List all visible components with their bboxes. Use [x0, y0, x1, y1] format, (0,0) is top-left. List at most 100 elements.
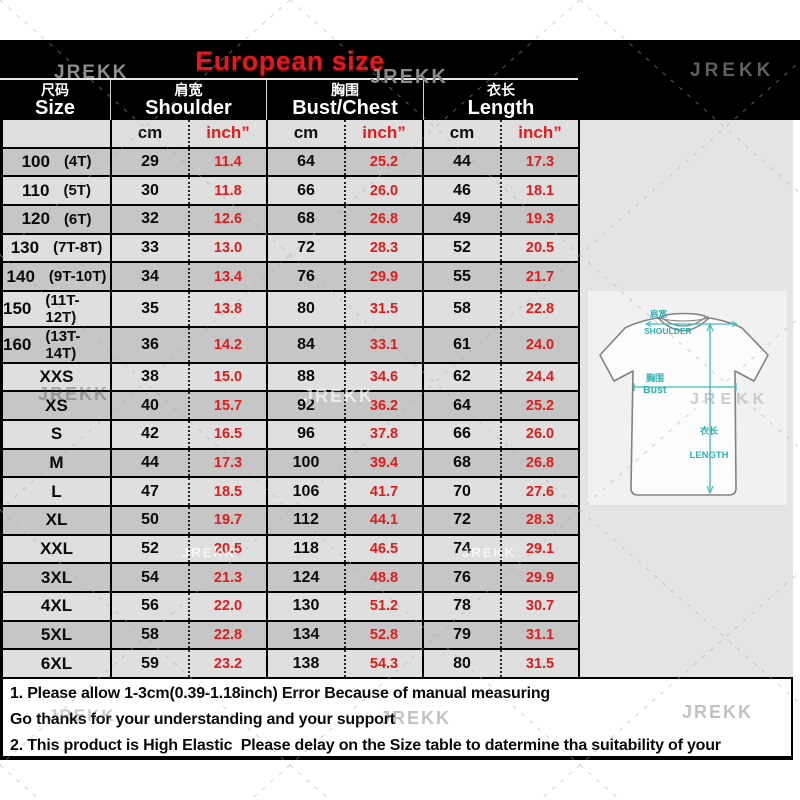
size-label-cell: XXS: [3, 364, 110, 391]
size-label-cell: 120 (6T): [3, 206, 110, 233]
shoulder-inch-value: 23.2: [188, 650, 266, 677]
size-label: XXL: [39, 539, 74, 558]
bust-cm-value: 84: [266, 327, 344, 362]
bust-inch-value: 36.2: [344, 392, 422, 420]
bust-cm-value: 76: [266, 263, 344, 290]
header-size-zh: 尺码: [41, 82, 69, 99]
bust-cm-value: 64: [266, 148, 344, 176]
shoulder-inch-value: 13.0: [188, 234, 266, 262]
bust-label-zh: 胸围: [646, 372, 664, 383]
size-age-label: (4T): [63, 153, 92, 171]
length-label-zh: 衣长: [700, 425, 719, 436]
bust-inch-value: 54.3: [344, 650, 422, 677]
size-label-cell: S: [3, 421, 110, 448]
size-label-cell: 110 (5T): [3, 177, 110, 204]
shoulder-inch-value: 14.2: [188, 327, 266, 362]
table-row: 4XL 56 22.0 130 51.2 78 30.7: [3, 590, 578, 620]
bust-cm-value: 88: [266, 363, 344, 391]
bust-inch-value: 41.7: [344, 478, 422, 506]
shoulder-cm-value: 47: [110, 478, 188, 506]
bust-cm-value: 100: [266, 449, 344, 477]
size-age-label: (5T): [63, 182, 91, 200]
shoulder-cm-value: 29: [110, 148, 188, 176]
shoulder-cm-value: 38: [110, 363, 188, 391]
table-row: XS 40 15.7 92 36.2 64 25.2: [3, 390, 578, 420]
size-label: 150: [3, 298, 32, 318]
bust-inch-value: 46.5: [344, 535, 422, 563]
bust-inch-value: 29.9: [344, 263, 422, 290]
bust-cm-value: 66: [266, 177, 344, 204]
length-cm-value: 64: [422, 392, 500, 420]
bust-cm-value: 130: [266, 592, 344, 620]
bust-cm-value: 72: [266, 234, 344, 262]
table-row: 110 (5T) 30 11.8 66 26.0 46 18.1: [3, 175, 578, 204]
length-inch-value: 19.3: [500, 205, 578, 233]
length-cm-value: 58: [422, 291, 500, 326]
bust-inch-value: 39.4: [344, 449, 422, 477]
column-group-headers: 尺码 Size 肩宽 Shoulder 胸围 Bust/Chest 衣长 Len…: [0, 78, 578, 122]
size-label: 6XL: [40, 653, 73, 673]
length-cm-value: 72: [422, 507, 500, 534]
bust-inch-value: 44.1: [344, 507, 422, 534]
shoulder-cm-value: 50: [110, 507, 188, 534]
size-age-label: (11T-12T): [45, 291, 80, 326]
size-label: 160: [3, 334, 32, 354]
length-cm-value: 49: [422, 205, 500, 233]
shoulder-label-en: SHOULDER: [644, 326, 692, 336]
length-inch-value: 29.9: [500, 564, 578, 591]
length-inch-value: 30.7: [500, 592, 578, 620]
units-row: cm inch” cm inch” cm inch”: [3, 120, 578, 147]
length-cm-value: 44: [422, 148, 500, 176]
shoulder-inch-value: 21.3: [188, 564, 266, 591]
size-label: 4XL: [40, 596, 73, 616]
size-label-cell: XXL: [3, 536, 110, 563]
length-inch-value: 26.0: [500, 421, 578, 448]
size-label: M: [49, 453, 64, 473]
size-table-body: cm inch” cm inch” cm inch” 100 (4T) 29 1…: [0, 120, 580, 677]
length-cm-value: 80: [422, 650, 500, 677]
size-label: L: [51, 481, 62, 501]
table-row: 160 (13T-14T) 36 14.2 84 33.1 61 24.0: [3, 325, 578, 362]
length-inch-value: 21.7: [500, 263, 578, 290]
table-row: 100 (4T) 29 11.4 64 25.2 44 17.3: [3, 146, 578, 176]
shoulder-inch-value: 15.0: [188, 363, 266, 391]
length-inch-value: 31.1: [500, 621, 578, 649]
size-label: XS: [45, 395, 68, 415]
size-label: 3XL: [40, 567, 73, 587]
diagram-watermark: JREKK: [690, 391, 769, 408]
bust-cm-value: 118: [266, 535, 344, 563]
bust-cm-value: 80: [266, 291, 344, 326]
shoulder-cm-value: 44: [110, 449, 188, 477]
table-row: 6XL 59 23.2 138 54.3 80 31.5: [3, 648, 578, 677]
length-inch-value: 17.3: [500, 148, 578, 176]
note-high-elastic: 2. This product is High Elastic Please d…: [10, 737, 721, 754]
length-inch-value: 29.1: [500, 535, 578, 563]
bust-inch-value: 34.6: [344, 363, 422, 391]
unit-bust-cm: cm: [266, 120, 344, 147]
bust-cm-value: 138: [266, 650, 344, 677]
shoulder-inch-value: 11.4: [188, 148, 266, 176]
size-label: 140: [6, 266, 35, 286]
table-row: 130 (7T-8T) 33 13.0 72 28.3 52 20.5: [3, 232, 578, 262]
bust-inch-value: 28.3: [344, 234, 422, 262]
length-cm-value: 61: [422, 327, 500, 362]
size-label-cell: XL: [3, 507, 110, 534]
length-cm-value: 74: [422, 535, 500, 563]
length-label-en: LENGTH: [689, 450, 728, 461]
length-inch-value: 24.4: [500, 363, 578, 391]
length-cm-value: 70: [422, 478, 500, 506]
shoulder-cm-value: 34: [110, 263, 188, 290]
length-inch-value: 25.2: [500, 392, 578, 420]
size-label-cell: M: [3, 450, 110, 477]
size-label-cell: XS: [3, 392, 110, 419]
size-label-cell: 150 (11T-12T): [3, 292, 110, 326]
table-row: M 44 17.3 100 39.4 68 26.8: [3, 447, 578, 477]
table-row: XXL 52 20.5 118 46.5 74 29.1: [3, 533, 578, 563]
length-cm-value: 76: [422, 564, 500, 591]
header-length: 衣长 Length: [423, 80, 578, 122]
bust-inch-value: 26.0: [344, 177, 422, 204]
size-age-label: (6T): [63, 210, 92, 228]
note-measuring-error: 1. Please allow 1-3cm(0.39-1.18inch) Err…: [10, 685, 551, 702]
table-header-bar: European size 尺码 Size 肩宽 Shoulder 胸围 Bus…: [0, 40, 800, 122]
shoulder-inch-value: 13.8: [188, 291, 266, 326]
